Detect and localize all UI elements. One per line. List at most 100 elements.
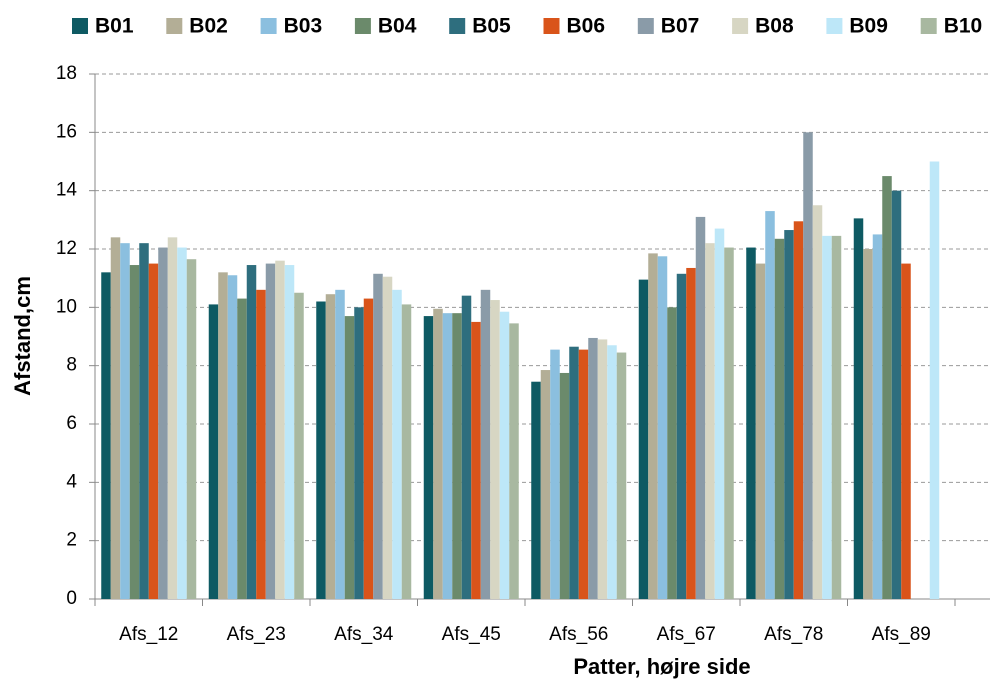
bar xyxy=(509,323,519,599)
legend-swatch xyxy=(354,18,371,34)
bar xyxy=(177,247,187,599)
bar xyxy=(218,272,228,599)
bar xyxy=(531,381,541,599)
bar xyxy=(480,289,491,599)
bar xyxy=(101,272,111,599)
bar xyxy=(774,238,785,599)
bar xyxy=(284,265,295,599)
y-tick-label: 12 xyxy=(56,238,77,259)
bar xyxy=(872,234,883,599)
bar xyxy=(831,235,842,599)
legend-swatch xyxy=(449,18,466,34)
legend-label: B05 xyxy=(472,15,511,38)
bar xyxy=(638,279,649,599)
legend-swatch xyxy=(166,18,183,34)
x-tick-label: Afs_67 xyxy=(657,624,716,645)
bar xyxy=(294,292,304,599)
bar xyxy=(891,190,902,599)
x-tick-label: Afs_78 xyxy=(764,624,823,645)
bar xyxy=(354,307,364,599)
bar xyxy=(686,267,696,599)
y-tick-label: 6 xyxy=(66,413,77,434)
bar xyxy=(227,275,238,599)
bar xyxy=(540,370,551,599)
bar xyxy=(401,304,412,599)
bar xyxy=(335,289,345,599)
bar xyxy=(490,300,500,599)
y-axis-title: Afstand,cm xyxy=(10,276,35,396)
bar xyxy=(784,230,794,599)
bar xyxy=(667,307,677,599)
bar xyxy=(607,345,617,599)
bar xyxy=(822,235,832,599)
bar xyxy=(578,349,589,599)
legend-label: B07 xyxy=(661,15,700,38)
bar xyxy=(208,304,219,599)
bar xyxy=(382,276,393,599)
bar xyxy=(793,221,804,599)
y-tick-label: 0 xyxy=(66,588,77,609)
legend-swatch xyxy=(637,18,654,34)
bar xyxy=(452,313,462,599)
bar xyxy=(695,216,706,599)
bar xyxy=(120,243,130,599)
legend-swatch xyxy=(260,18,277,34)
bar xyxy=(597,339,608,599)
y-tick-label: 10 xyxy=(56,296,77,317)
bar xyxy=(373,273,383,599)
bar xyxy=(901,263,911,599)
bar xyxy=(158,247,168,599)
y-tick-label: 4 xyxy=(66,471,77,492)
legend-swatch xyxy=(72,18,88,34)
bar xyxy=(550,349,560,599)
legend-label: B01 xyxy=(95,15,134,38)
bar xyxy=(246,265,257,599)
bar xyxy=(363,298,374,599)
bar xyxy=(148,263,159,599)
bar xyxy=(746,247,756,599)
x-tick-label: Afs_34 xyxy=(334,624,394,645)
legend-label: B10 xyxy=(944,15,983,38)
x-tick-label: Afs_56 xyxy=(549,624,608,645)
y-tick-label: 2 xyxy=(66,530,77,551)
bar xyxy=(265,263,276,599)
y-tick-label: 14 xyxy=(56,180,78,201)
bar xyxy=(237,298,247,599)
bar xyxy=(588,337,598,599)
bar xyxy=(616,352,627,599)
bar xyxy=(812,205,823,599)
y-tick-label: 8 xyxy=(66,355,77,376)
bar xyxy=(929,161,940,599)
bar xyxy=(186,259,197,599)
bar xyxy=(755,263,766,599)
bar xyxy=(648,253,658,599)
bar xyxy=(442,313,453,599)
x-tick-label: Afs_45 xyxy=(442,624,501,645)
bar xyxy=(803,132,813,600)
legend-label: B04 xyxy=(378,15,417,38)
x-tick-label: Afs_89 xyxy=(872,624,931,645)
legend-swatch xyxy=(826,18,843,34)
bar xyxy=(499,311,510,599)
bar xyxy=(714,228,725,600)
bar xyxy=(471,321,481,599)
bar xyxy=(724,247,734,599)
x-tick-label: Afs_23 xyxy=(227,624,286,645)
legend-label: B02 xyxy=(189,15,228,38)
bar xyxy=(863,249,873,599)
legend-swatch xyxy=(920,18,937,34)
bar xyxy=(423,316,434,599)
bar xyxy=(392,289,402,599)
bar xyxy=(657,256,668,599)
bar xyxy=(110,237,121,600)
bar xyxy=(461,295,472,599)
legend-swatch xyxy=(732,18,749,34)
legend-swatch xyxy=(543,18,560,34)
x-tick-label: Afs_12 xyxy=(119,624,178,645)
bar xyxy=(882,176,892,600)
bar xyxy=(705,243,715,599)
bar xyxy=(167,237,178,600)
bar xyxy=(676,273,687,599)
bar xyxy=(569,346,579,599)
bar xyxy=(275,260,285,599)
